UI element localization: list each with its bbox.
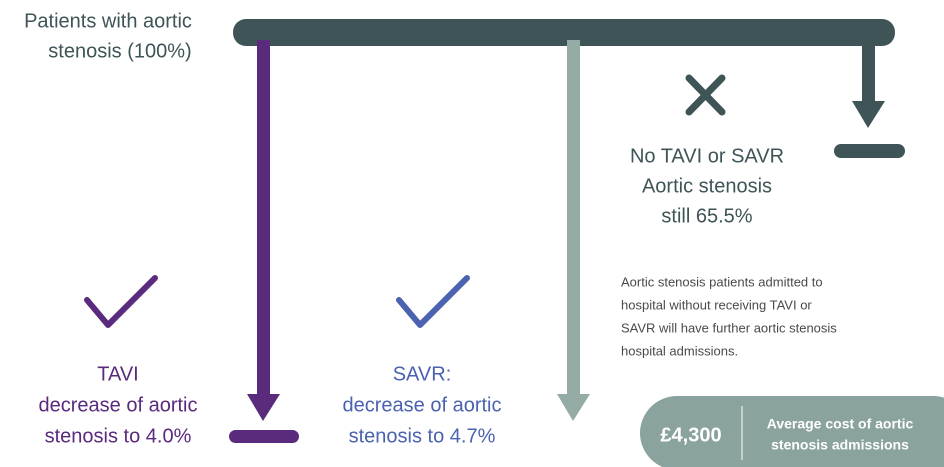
tavi-dash (229, 430, 299, 443)
text-line: still 65.5% (661, 205, 752, 227)
cost-label: Average cost of aortic (767, 416, 914, 432)
text-line: decrease of aortic (39, 394, 198, 416)
text-line: stenosis (100%) (48, 40, 191, 62)
text-line: stenosis to 4.0% (45, 425, 192, 447)
start-label: Patients with aortic stenosis (100%) (24, 10, 192, 62)
cross-icon (685, 74, 726, 116)
cost-badge (640, 396, 944, 467)
text-line: decrease of aortic (343, 394, 502, 416)
tavi-label: TAVI decrease of aortic stenosis to 4.0% (39, 363, 198, 447)
text-line: TAVI (97, 363, 138, 385)
text-line: hospital admissions. (621, 343, 738, 358)
savr-arrow-shaft (567, 40, 580, 398)
tavi-check (84, 275, 158, 328)
no-treatment-arrow-shaft (862, 40, 875, 105)
tavi-arrow-shaft (257, 40, 270, 398)
cost-value: £4,300 (660, 424, 721, 446)
tavi-arrow-head (247, 394, 280, 421)
top-bar (233, 19, 895, 46)
no-treatment-arrow-head (852, 101, 885, 128)
cost-label: stenosis admissions (771, 437, 909, 453)
savr-label: SAVR: decrease of aortic stenosis to 4.7… (343, 363, 502, 447)
savr-arrow-head (557, 394, 590, 421)
text-line: Patients with aortic (24, 10, 192, 32)
note: Aortic stenosis patients admitted to hos… (621, 274, 837, 358)
text-line: SAVR: (393, 363, 452, 385)
text-line: Aortic stenosis (642, 175, 772, 197)
text-line: stenosis to 4.7% (349, 425, 496, 447)
no-treatment-label: No TAVI or SAVR Aortic stenosis still 65… (630, 145, 784, 227)
text-line: hospital without receiving TAVI or (621, 297, 812, 312)
text-line: SAVR will have further aortic stenosis (621, 320, 837, 335)
savr-check (396, 275, 470, 328)
text-line: Aortic stenosis patients admitted to (621, 274, 823, 289)
text-line: No TAVI or SAVR (630, 145, 784, 167)
no-treatment-dash (834, 144, 905, 158)
